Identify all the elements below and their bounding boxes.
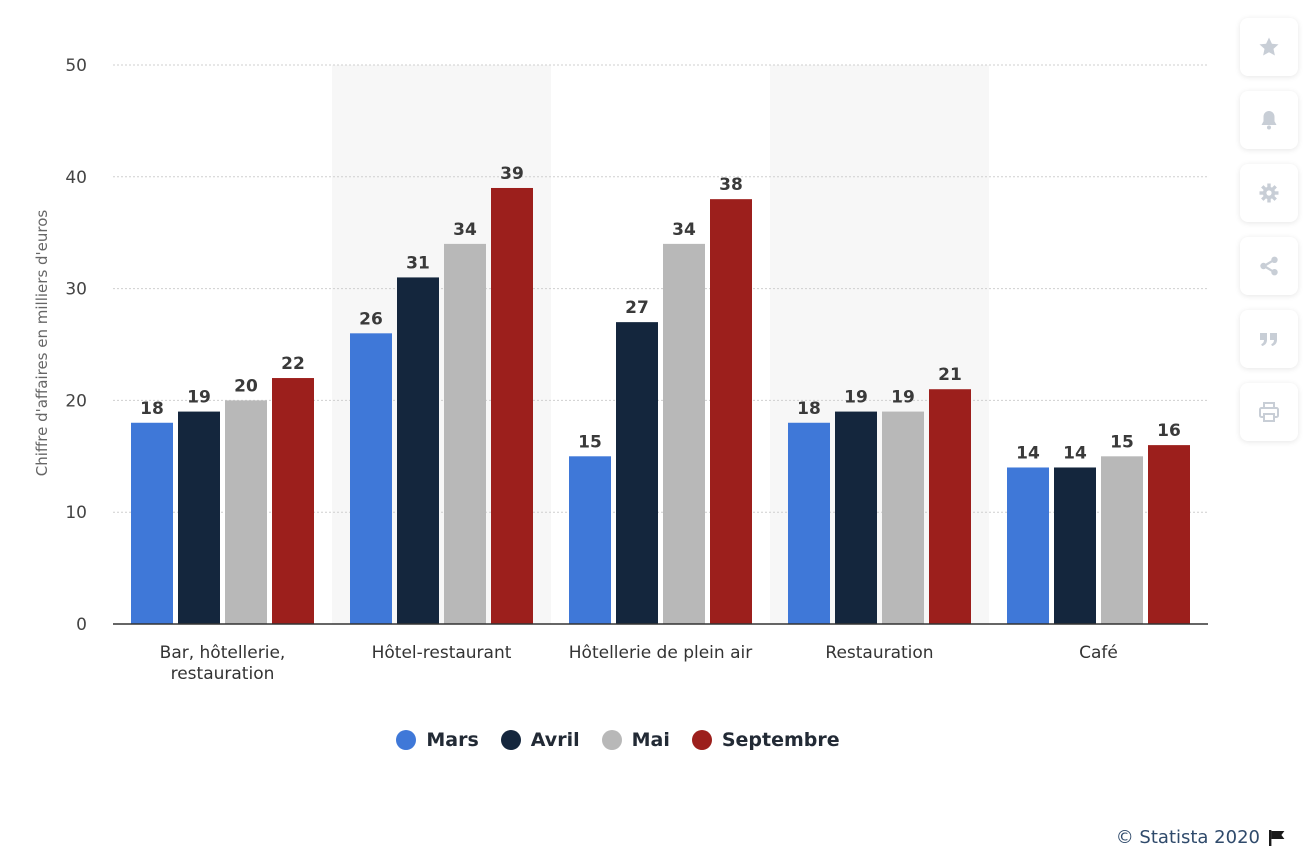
- y-axis-title: Chiffre d'affaires en milliers d'euros: [33, 210, 51, 477]
- print-icon: [1259, 402, 1279, 422]
- legend-item[interactable]: Avril: [500, 729, 580, 751]
- bar: [350, 333, 392, 624]
- bar: [272, 378, 314, 624]
- y-tick-label: 30: [65, 280, 87, 300]
- legend-item[interactable]: Mai: [601, 729, 670, 751]
- x-axis-label: Restauration: [825, 643, 933, 663]
- bar: [1148, 445, 1190, 624]
- x-axis-label-line: restauration: [171, 664, 275, 684]
- x-axis-label: Bar, hôtellerie, restauration: [160, 643, 286, 684]
- x-axis-label-line: Café: [1079, 643, 1118, 663]
- bar: [835, 411, 877, 624]
- legend-swatch: [691, 730, 712, 750]
- bar: [929, 389, 971, 624]
- x-axis-label-line: Hôtellerie de plein air: [569, 643, 752, 663]
- data-label: 19: [844, 388, 868, 408]
- legend-label: Mars: [426, 729, 479, 751]
- bar: [1101, 456, 1143, 624]
- bar: [882, 411, 924, 624]
- legend-item[interactable]: Mars: [396, 729, 479, 751]
- legend-item[interactable]: Septembre: [691, 729, 840, 751]
- bars: [131, 187, 1190, 625]
- data-label: 34: [453, 220, 477, 240]
- data-label: 39: [500, 164, 524, 184]
- bar: [131, 422, 173, 624]
- settings-button[interactable]: [1240, 164, 1298, 222]
- x-axis-label: Hôtel-restaurant: [372, 643, 512, 663]
- y-tick-label: 50: [65, 56, 87, 76]
- quote-icon: [1260, 333, 1277, 346]
- legend-label: Mai: [631, 729, 670, 751]
- data-label: 14: [1063, 443, 1087, 463]
- toolbar: [1240, 18, 1298, 441]
- bar: [616, 322, 658, 624]
- data-label: 18: [140, 399, 164, 419]
- data-label: 21: [938, 365, 962, 385]
- data-label: 14: [1016, 443, 1040, 463]
- data-label: 15: [578, 432, 602, 452]
- data-label: 19: [187, 388, 211, 408]
- bar: [1007, 467, 1049, 624]
- data-label: 19: [891, 388, 915, 408]
- bell-icon: [1261, 111, 1277, 130]
- data-label: 31: [406, 253, 430, 273]
- bar: [710, 199, 752, 624]
- data-label: 22: [281, 354, 305, 374]
- favorite-button[interactable]: [1240, 18, 1298, 76]
- credits[interactable]: © Statista 2020: [1116, 827, 1288, 848]
- star-icon: [1259, 37, 1279, 56]
- print-button[interactable]: [1240, 383, 1298, 441]
- share-button[interactable]: [1240, 237, 1298, 295]
- x-axis-label-line: Restauration: [825, 643, 933, 663]
- y-tick-label: 20: [65, 391, 87, 411]
- x-axis-label-line: Bar, hôtellerie,: [160, 643, 286, 663]
- x-axis-label: Hôtellerie de plein air: [569, 643, 752, 663]
- y-axis-ticks: 0 10 20 30 40 50: [65, 56, 87, 635]
- bar: [569, 456, 611, 624]
- data-label: 16: [1157, 421, 1181, 441]
- legend-label: Avril: [530, 729, 580, 751]
- legend-swatch: [396, 730, 417, 750]
- data-label: 20: [234, 376, 258, 396]
- data-label: 15: [1110, 432, 1134, 452]
- cite-button[interactable]: [1240, 310, 1298, 368]
- notification-button[interactable]: [1240, 91, 1298, 149]
- x-axis-label-line: Hôtel-restaurant: [372, 643, 512, 663]
- legend: Mars Avril Mai Septembre: [0, 724, 1236, 756]
- bar: [225, 400, 267, 624]
- data-label: 38: [719, 175, 743, 195]
- y-tick-label: 10: [65, 503, 87, 523]
- y-tick-label: 0: [76, 615, 87, 635]
- data-label: 26: [359, 309, 383, 329]
- bar: [444, 243, 486, 624]
- bar: [491, 187, 533, 625]
- data-label: 27: [625, 298, 649, 318]
- data-label: 34: [672, 220, 696, 240]
- bar: [178, 411, 220, 624]
- data-label: 18: [797, 399, 821, 419]
- gear-icon: [1259, 183, 1279, 203]
- bar: [397, 277, 439, 624]
- flag-icon[interactable]: [1268, 829, 1288, 847]
- bar: [663, 243, 705, 624]
- legend-swatch: [500, 730, 521, 750]
- legend-swatch: [601, 730, 622, 750]
- x-axis-labels: Bar, hôtellerie, restauration Hôtel-restau…: [160, 643, 1118, 684]
- data-labels: 18 19 20 22 26 31 34 39 15 27 34 38 18 19 19 21 14 14 15 16: [140, 164, 1181, 464]
- y-tick-label: 40: [65, 168, 87, 188]
- x-axis-label: Café: [1079, 643, 1118, 663]
- bar: [1054, 467, 1096, 624]
- bar: [788, 422, 830, 624]
- credits-text[interactable]: © Statista 2020: [1115, 827, 1260, 848]
- share-icon: [1260, 256, 1278, 276]
- legend-label: Septembre: [721, 729, 840, 751]
